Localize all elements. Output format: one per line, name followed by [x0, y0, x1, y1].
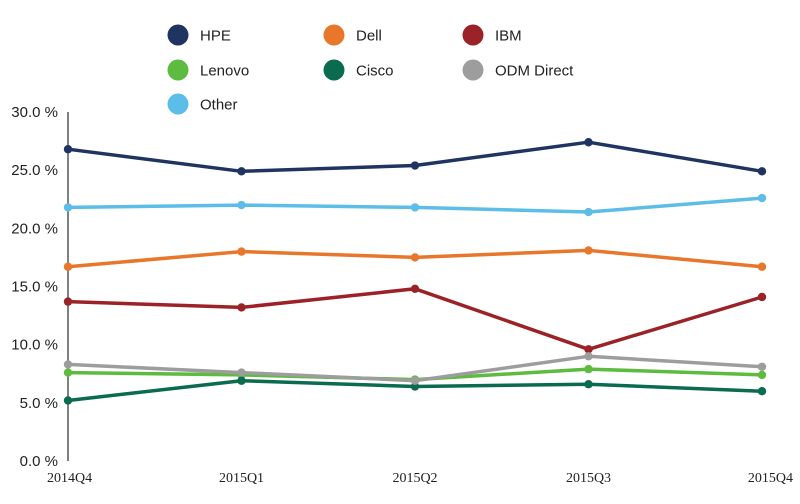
- data-point-odm-direct: [584, 352, 593, 361]
- data-point-ibm: [410, 284, 420, 294]
- y-tick-label: 10.0 %: [11, 337, 58, 354]
- legend-item-lenovo: Lenovo: [167, 59, 249, 81]
- data-point-dell: [757, 262, 767, 271]
- data-point-cisco: [410, 382, 420, 391]
- data-point-other: [63, 203, 73, 212]
- data-point-lenovo: [63, 368, 73, 377]
- data-point-odm-direct: [410, 376, 420, 385]
- data-point-lenovo: [584, 364, 593, 374]
- series-lines: [66, 140, 764, 403]
- x-tick-label: 2015Q3: [566, 471, 611, 486]
- data-point-hpe: [584, 138, 593, 147]
- data-point-hpe: [757, 167, 767, 176]
- data-point-hpe: [63, 145, 73, 154]
- data-point-odm-direct: [237, 368, 246, 377]
- data-point-hpe: [410, 161, 420, 170]
- x-tick-labels: 2014Q4 2015Q1 2015Q2 2015Q3 2015Q4: [47, 471, 793, 486]
- data-point-dell: [237, 247, 246, 256]
- legend-swatch: [323, 24, 345, 46]
- legend-label: Cisco: [356, 63, 394, 80]
- data-point-dell: [63, 262, 73, 271]
- y-tick-label: 25.0 %: [11, 162, 58, 179]
- y-tick-label: 30.0 %: [11, 104, 58, 121]
- legend-label: HPE: [200, 28, 231, 45]
- data-point-dell: [584, 246, 593, 255]
- legend-label: IBM: [495, 28, 522, 45]
- legend-item-cisco: Cisco: [323, 59, 394, 81]
- legend: HPE Dell IBM Lenovo Cisco ODM Direct Other: [167, 24, 574, 115]
- x-tick-label: 2015Q2: [392, 471, 437, 486]
- series-points: [63, 138, 767, 405]
- data-point-dell: [410, 253, 420, 262]
- y-tick-label: 15.0 %: [11, 279, 58, 296]
- legend-label: ODM Direct: [495, 63, 574, 80]
- data-point-ibm: [757, 292, 767, 302]
- y-tick-label: 0.0 %: [20, 453, 58, 470]
- data-point-lenovo: [757, 370, 767, 380]
- legend-swatch: [167, 59, 189, 81]
- legend-label: Dell: [356, 28, 382, 45]
- data-point-cisco: [584, 380, 593, 389]
- data-point-cisco: [63, 396, 73, 405]
- legend-item-ibm: IBM: [462, 24, 522, 46]
- data-point-hpe: [237, 167, 246, 176]
- data-point-cisco: [757, 387, 767, 396]
- y-tick-labels: 0.0 % 5.0 % 10.0 % 15.0 % 20.0 % 25.0 % 30.0 %: [11, 104, 58, 470]
- legend-item-hpe: HPE: [167, 24, 231, 46]
- x-tick-label: 2015Q1: [219, 471, 264, 486]
- data-point-other: [757, 193, 767, 203]
- y-tick-label: 5.0 %: [20, 395, 58, 412]
- y-tick-label: 20.0 %: [11, 220, 58, 237]
- data-point-ibm: [63, 297, 73, 306]
- data-point-other: [584, 207, 593, 217]
- legend-item-other: Other: [167, 93, 238, 115]
- data-point-other: [410, 203, 420, 212]
- x-tick-label: 2015Q4: [748, 471, 793, 486]
- data-point-odm-direct: [757, 362, 767, 371]
- data-point-cisco: [237, 376, 246, 385]
- legend-item-odm-direct: ODM Direct: [462, 59, 574, 81]
- x-tick-label: 2014Q4: [47, 471, 92, 486]
- legend-swatch: [323, 59, 345, 81]
- data-point-odm-direct: [63, 360, 73, 369]
- legend-label: Other: [200, 97, 238, 114]
- series-line-ibm: [66, 287, 764, 352]
- data-point-ibm: [237, 303, 246, 312]
- data-point-ibm: [584, 345, 593, 354]
- legend-swatch: [167, 24, 189, 46]
- legend-swatch: [462, 59, 484, 81]
- legend-swatch: [167, 93, 189, 115]
- legend-label: Lenovo: [200, 63, 249, 80]
- data-point-other: [237, 200, 246, 210]
- legend-swatch: [462, 24, 484, 46]
- legend-item-dell: Dell: [323, 24, 382, 46]
